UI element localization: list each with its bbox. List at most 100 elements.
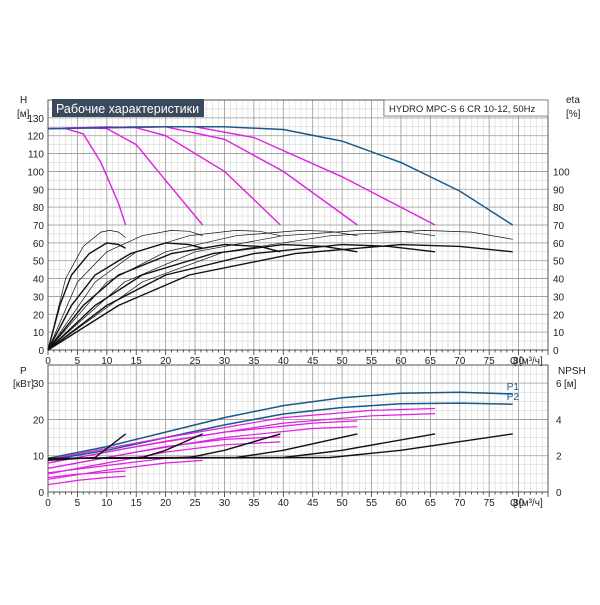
y-right-tick-label: 70 [553, 221, 565, 232]
x-tick-label: 80 [513, 498, 525, 509]
power-curve-p2 [47, 402, 513, 461]
x-tick-label: 45 [307, 498, 319, 509]
y-tick-label: 0 [38, 346, 44, 357]
x-tick-label: 65 [425, 356, 437, 367]
efficiency-eq-curve [47, 242, 203, 351]
efficiency-eq-curve [47, 242, 126, 351]
head-reduced-speed-curve [47, 126, 358, 226]
y-tick-label: 90 [33, 185, 45, 196]
x-tick-label: 70 [454, 498, 466, 509]
x-tick-label: 55 [366, 498, 378, 509]
power-reduced-speed-curve [47, 441, 281, 475]
power-curve-p1 [47, 391, 513, 460]
y-tick-label: 40 [33, 275, 45, 286]
curves [47, 391, 513, 486]
y-tick-label: 50 [33, 257, 45, 268]
efficiency-curve [47, 230, 513, 351]
y-tick-label: 80 [33, 203, 45, 214]
head-reduced-speed-curve [47, 126, 204, 226]
y-right-tick-label: 2 [556, 452, 562, 463]
x-tick-label: 45 [307, 356, 319, 367]
y-right-tick-label: 90 [553, 185, 565, 196]
y-tick-label: 30 [33, 292, 45, 303]
x-tick-label: 15 [131, 356, 143, 367]
x-tick-label: 20 [160, 356, 172, 367]
x-axis-label: Q [510, 356, 518, 367]
x-tick-label: 70 [454, 356, 466, 367]
y-right-tick-label: 60 [553, 239, 565, 250]
y-tick-label: 20 [33, 415, 45, 426]
y-right-tick-label: 0 [553, 346, 559, 357]
x-tick-label: 5 [75, 356, 81, 367]
x-tick-label: 60 [395, 356, 407, 367]
head-max-speed-curve [47, 126, 514, 226]
chart-title-box [52, 99, 204, 117]
y-axis-unit: [кВт] [13, 379, 34, 390]
chart-title: Рабочие характеристики [56, 102, 199, 116]
axis-ticks [47, 492, 549, 497]
y-right-tick-label: 10 [553, 328, 565, 339]
x-tick-label: 65 [425, 498, 437, 509]
chart-subtitle-box [383, 99, 549, 117]
y-right-axis-unit: [м] [564, 379, 577, 390]
x-tick-label: 80 [513, 356, 525, 367]
y-tick-label: 10 [33, 328, 45, 339]
y-tick-label: 10 [33, 452, 45, 463]
y-right-tick-label: 100 [553, 167, 570, 178]
x-tick-label: 40 [278, 356, 290, 367]
plot-frame [47, 99, 549, 351]
y-tick-label: 130 [27, 114, 44, 125]
y-tick-label: 60 [33, 239, 45, 250]
y-right-tick-label: 30 [553, 292, 565, 303]
power-reduced-speed-curve [47, 407, 436, 460]
y-right-axis-unit: [%] [566, 109, 581, 120]
y-right-axis-label: NPSH [558, 366, 586, 377]
x-tick-label: 0 [45, 498, 51, 509]
series-label-p1: P1 [507, 382, 520, 393]
y-right-tick-label: 20 [553, 310, 565, 321]
y-right-tick-label: 80 [553, 203, 565, 214]
x-tick-label: 60 [395, 498, 407, 509]
y-axis-label: H [20, 95, 27, 106]
y-tick-label: 120 [27, 132, 44, 143]
y-tick-label: 100 [27, 167, 44, 178]
x-tick-label: 10 [101, 498, 113, 509]
x-tick-label: 25 [189, 498, 201, 509]
y-right-axis-label: eta [566, 95, 580, 106]
x-tick-label: 40 [278, 498, 290, 509]
x-tick-label: 50 [337, 356, 349, 367]
y-right-tick-label: 50 [553, 257, 565, 268]
head-efficiency-panel: Рабочие характеристики HYDRO MPC-S 6 CR 1… [17, 95, 581, 367]
x-tick-label: 10 [101, 356, 113, 367]
x-tick-label: 55 [366, 356, 378, 367]
y-right-tick-label: 40 [553, 275, 565, 286]
efficiency-curve [47, 230, 126, 351]
x-tick-label: 50 [337, 498, 349, 509]
y-axis-unit: [м] [17, 109, 30, 120]
y-axis-label: P [20, 366, 27, 377]
x-tick-label: 35 [248, 498, 260, 509]
x-tick-label: 20 [160, 498, 172, 509]
x-tick-label: 5 [75, 498, 81, 509]
x-tick-label: 75 [484, 498, 496, 509]
efficiency-curve [47, 230, 203, 351]
x-tick-label: 75 [484, 356, 496, 367]
y-tick-label: 110 [28, 150, 44, 161]
x-axis-unit: [м³/ч] [519, 356, 543, 367]
efficiency-eq-curve [47, 243, 513, 351]
efficiency-curve [47, 230, 281, 351]
efficiency-curve [47, 230, 436, 351]
power-reduced-speed-curve [47, 470, 126, 479]
series-label-p2: P2 [507, 392, 520, 403]
axis-ticks [47, 350, 549, 355]
power-reduced-speed-curve [47, 459, 203, 480]
npsh-curve [47, 433, 513, 460]
x-tick-label: 30 [219, 356, 231, 367]
x-axis-label: Q [510, 498, 518, 509]
x-tick-label: 30 [219, 498, 231, 509]
efficiency-eq-curve [47, 243, 281, 351]
y-right-tick-label: 4 [556, 415, 562, 426]
x-tick-label: 35 [248, 356, 260, 367]
